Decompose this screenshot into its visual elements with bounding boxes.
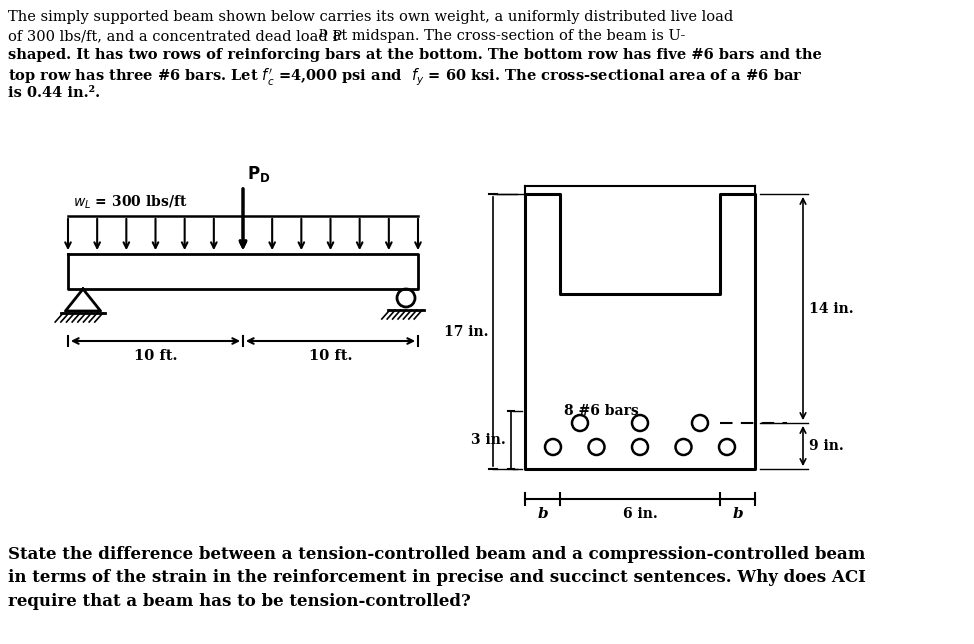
Text: b: b (732, 507, 743, 521)
Polygon shape (525, 194, 755, 469)
Text: 10 ft.: 10 ft. (309, 349, 353, 363)
Text: 3 in.: 3 in. (471, 433, 506, 447)
Text: top row has three #6 bars. Let $f_c^{\prime}$ =4,000 psi and  $f_y$ = 60 ksi. Th: top row has three #6 bars. Let $f_c^{\pr… (8, 67, 803, 88)
Text: 9 in.: 9 in. (809, 439, 843, 453)
Text: b: b (538, 507, 547, 521)
Text: $w_L$ = 300 lbs/ft: $w_L$ = 300 lbs/ft (73, 194, 187, 211)
Text: at midspan. The cross-section of the beam is U-: at midspan. The cross-section of the bea… (328, 29, 686, 43)
Text: State the difference between a tension-controlled beam and a compression-control: State the difference between a tension-c… (8, 546, 866, 610)
Text: 14 in.: 14 in. (809, 301, 853, 316)
Polygon shape (68, 254, 418, 289)
Text: The simply supported beam shown below carries its own weight, a uniformly distri: The simply supported beam shown below ca… (8, 10, 733, 24)
Text: $\mathbf{P_D}$: $\mathbf{P_D}$ (247, 164, 271, 184)
Polygon shape (65, 289, 100, 311)
Text: 17 in.: 17 in. (443, 325, 488, 339)
Text: 10 ft.: 10 ft. (133, 349, 177, 363)
Text: of 300 lbs/ft, and a concentrated dead load P: of 300 lbs/ft, and a concentrated dead l… (8, 29, 342, 43)
Text: is 0.44 in.².: is 0.44 in.². (8, 86, 100, 100)
Text: shaped. It has two rows of reinforcing bars at the bottom. The bottom row has fi: shaped. It has two rows of reinforcing b… (8, 48, 822, 62)
Text: 6 in.: 6 in. (622, 507, 657, 521)
Text: D: D (318, 29, 327, 39)
Text: 8 #6 bars: 8 #6 bars (564, 404, 639, 418)
